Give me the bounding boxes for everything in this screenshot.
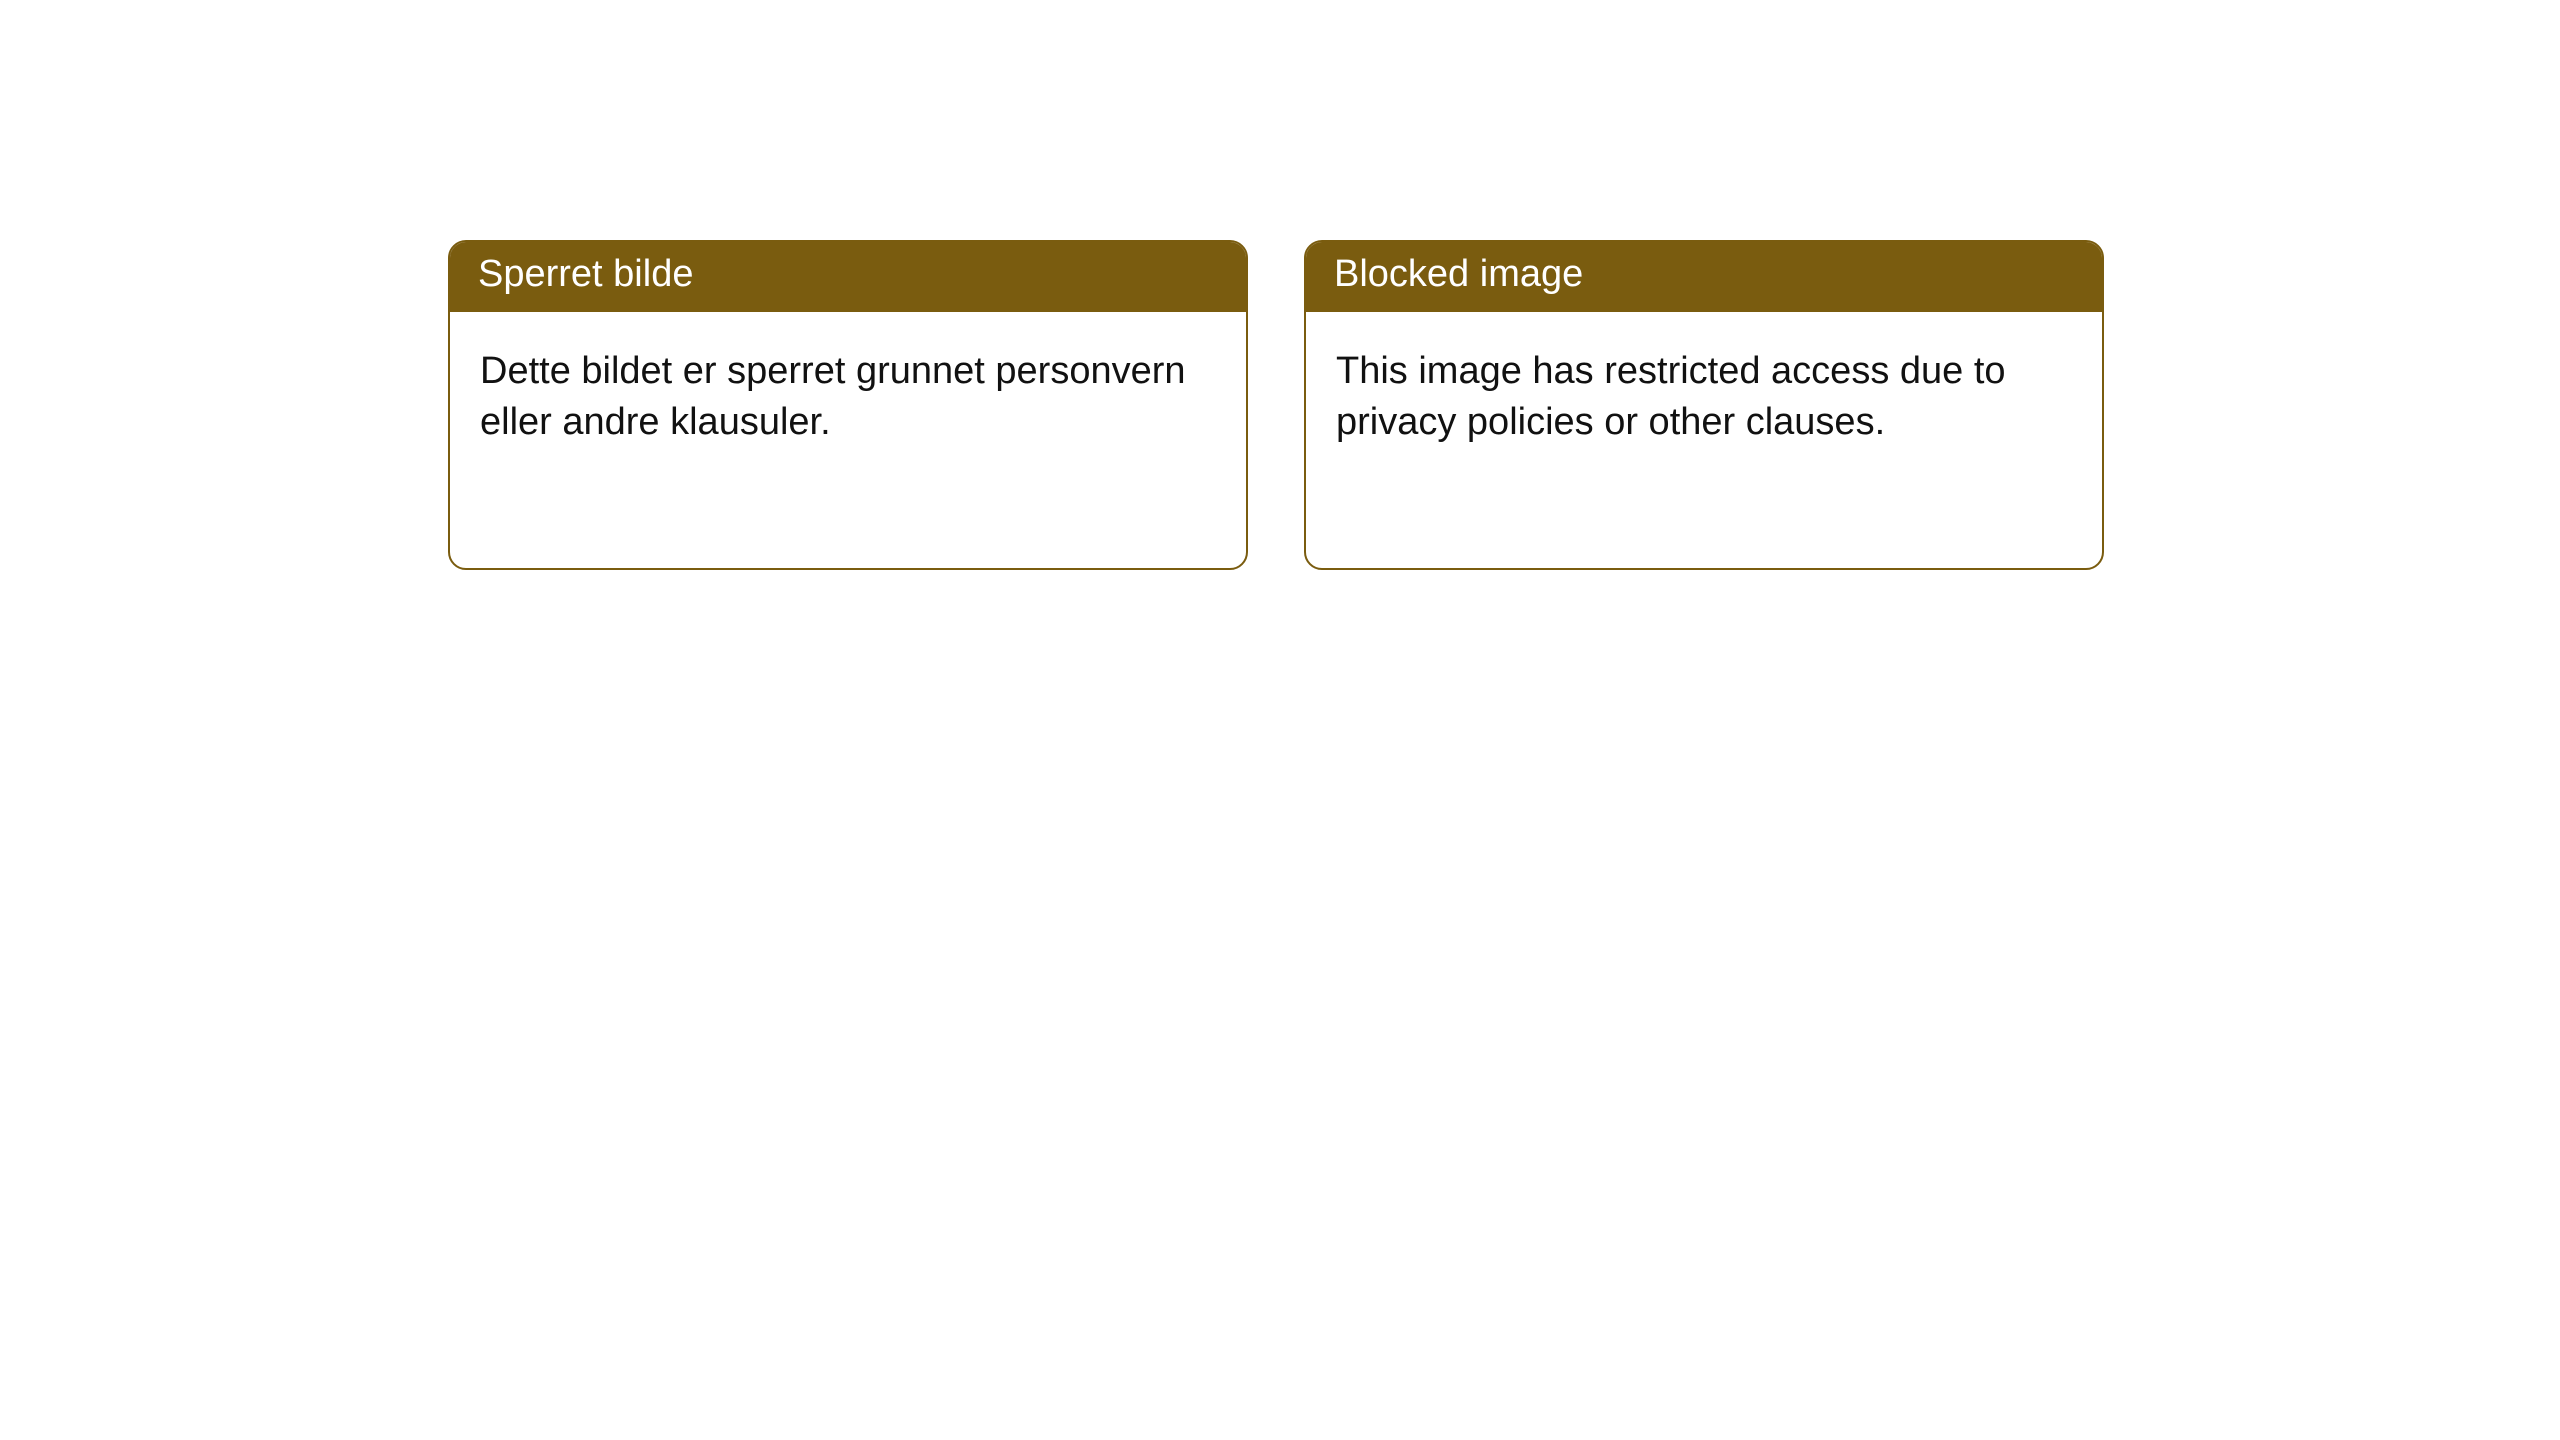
notice-title-en: Blocked image	[1306, 242, 2102, 312]
notice-card-en: Blocked image This image has restricted …	[1304, 240, 2104, 570]
notice-card-no: Sperret bilde Dette bildet er sperret gr…	[448, 240, 1248, 570]
notice-title-no: Sperret bilde	[450, 242, 1246, 312]
notice-container: Sperret bilde Dette bildet er sperret gr…	[0, 0, 2560, 570]
notice-body-no: Dette bildet er sperret grunnet personve…	[450, 312, 1246, 483]
notice-body-en: This image has restricted access due to …	[1306, 312, 2102, 483]
